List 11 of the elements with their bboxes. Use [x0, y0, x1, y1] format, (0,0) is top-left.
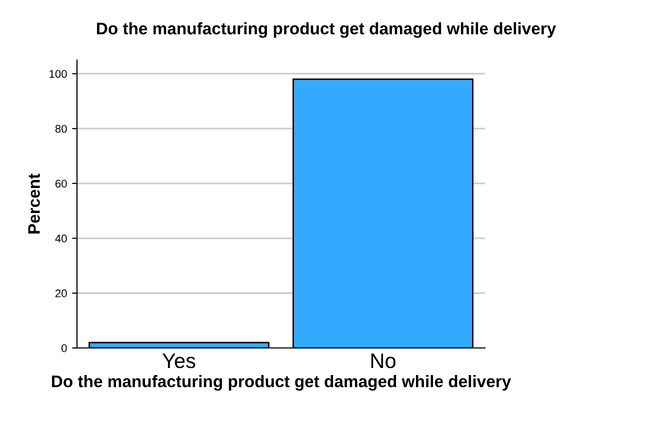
y-tick-label: 0 [62, 344, 67, 352]
x-tick-label: Yes [162, 354, 196, 368]
x-axis-title: Do the manufacturing product get damaged while delivery [52, 375, 512, 391]
y-tick-label: 80 [55, 124, 67, 133]
y-tick-label: 20 [55, 289, 67, 298]
y-tick-label: 60 [55, 180, 67, 188]
y-axis-title: Percent [28, 174, 40, 234]
x-tick-label: No [371, 354, 396, 368]
y-tick-label: 100 [50, 70, 67, 78]
y-tick-label: 40 [55, 234, 67, 242]
chart-title: Do the manufacturing product get damaged while delivery [97, 22, 556, 38]
